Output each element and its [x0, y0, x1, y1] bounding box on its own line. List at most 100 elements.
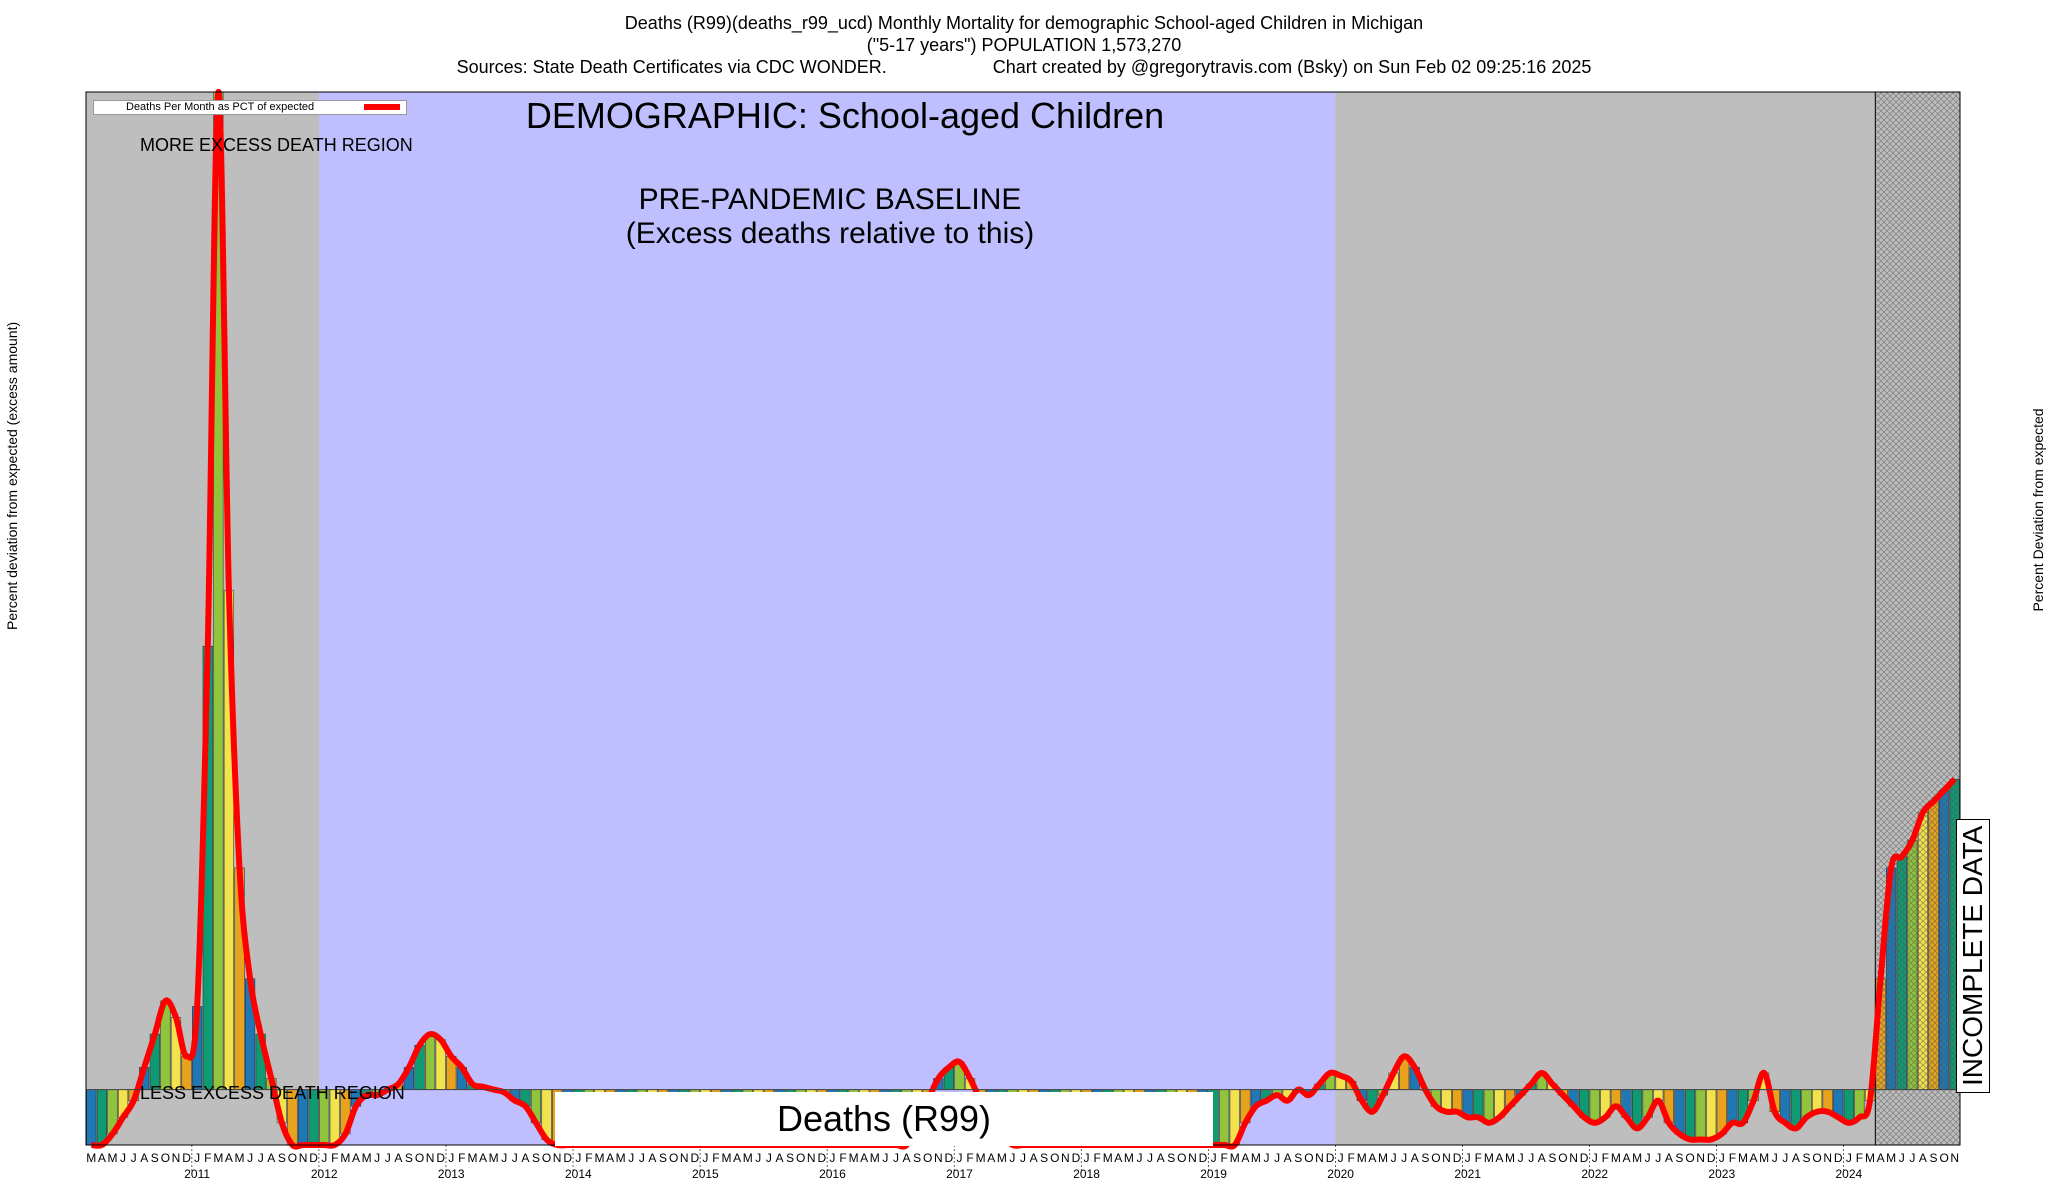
- x-tick-month: D: [1199, 1151, 1208, 1165]
- x-tick-year: 2021: [1454, 1167, 1481, 1181]
- x-tick-month: A: [521, 1151, 529, 1165]
- x-tick-month: M: [86, 1151, 96, 1165]
- incomplete-region: [1874, 91, 1961, 1146]
- x-tick-month: J: [1274, 1151, 1280, 1165]
- x-tick-month: J: [893, 1151, 899, 1165]
- x-tick-month: J: [1528, 1151, 1534, 1165]
- x-tick-month: F: [1220, 1151, 1227, 1165]
- x-tick-month: J: [1655, 1151, 1661, 1165]
- x-tick-month: N: [680, 1151, 689, 1165]
- x-tick-month: J: [1645, 1151, 1651, 1165]
- x-tick-year: 2017: [946, 1167, 973, 1181]
- x-tick-month: S: [1421, 1151, 1429, 1165]
- x-tick-month: N: [1696, 1151, 1705, 1165]
- x-tick-month: J: [1338, 1151, 1344, 1165]
- x-tick-month: D: [1072, 1151, 1081, 1165]
- x-tick-month: F: [331, 1151, 338, 1165]
- x-tick-month: M: [340, 1151, 350, 1165]
- x-tick-month: J: [1719, 1151, 1725, 1165]
- x-tick-month: J: [1009, 1151, 1015, 1165]
- x-tick-month: S: [1040, 1151, 1048, 1165]
- data-bar: [1843, 1089, 1854, 1124]
- x-tick-month: M: [722, 1151, 732, 1165]
- x-tick-month: N: [1442, 1151, 1451, 1165]
- x-tick-month: M: [1865, 1151, 1875, 1165]
- x-tick-month: O: [1558, 1151, 1567, 1165]
- x-tick-month: A: [352, 1151, 360, 1165]
- x-tick-month: D: [436, 1151, 445, 1165]
- x-tick-month: S: [1548, 1151, 1556, 1165]
- x-tick-month: S: [278, 1151, 286, 1165]
- x-tick-month: J: [1147, 1151, 1153, 1165]
- x-tick-month: J: [956, 1151, 962, 1165]
- x-tick-month: D: [818, 1151, 827, 1165]
- x-tick-month: A: [1241, 1151, 1249, 1165]
- y-axis-left-label: Percent deviation from expected (excess …: [4, 321, 20, 630]
- x-tick-year: 2014: [565, 1167, 592, 1181]
- x-tick-month: F: [1602, 1151, 1609, 1165]
- x-tick-month: M: [213, 1151, 223, 1165]
- x-tick-month: A: [1411, 1151, 1419, 1165]
- data-bar: [1727, 1089, 1738, 1124]
- x-tick-month: M: [1103, 1151, 1113, 1165]
- x-tick-month: J: [882, 1151, 888, 1165]
- x-tick-month: J: [374, 1151, 380, 1165]
- x-tick-month: J: [258, 1151, 264, 1165]
- incomplete-data-label: INCOMPLETE DATA: [1956, 818, 1990, 1093]
- x-tick-month: A: [1114, 1151, 1122, 1165]
- x-tick-month: A: [860, 1151, 868, 1165]
- x-tick-month: J: [194, 1151, 200, 1165]
- x-tick-month: M: [849, 1151, 859, 1165]
- demographic-annotation: DEMOGRAPHIC: School-aged Children: [525, 95, 1165, 136]
- x-tick-month: F: [966, 1151, 973, 1165]
- x-tick-month: A: [1157, 1151, 1165, 1165]
- x-tick-month: J: [512, 1151, 518, 1165]
- x-tick-month: J: [120, 1151, 126, 1165]
- sources-text: Sources: State Death Certificates via CD…: [456, 57, 887, 77]
- x-tick-month: F: [1729, 1151, 1736, 1165]
- x-tick-month: S: [1167, 1151, 1175, 1165]
- x-tick-month: N: [1569, 1151, 1578, 1165]
- x-tick-month: D: [1453, 1151, 1462, 1165]
- x-tick-month: A: [140, 1151, 148, 1165]
- x-tick-month: M: [1611, 1151, 1621, 1165]
- x-tick-month: J: [247, 1151, 253, 1165]
- x-tick-month: N: [1950, 1151, 1959, 1165]
- x-tick-month: S: [532, 1151, 540, 1165]
- x-tick-month: F: [585, 1151, 592, 1165]
- x-tick-month: S: [151, 1151, 159, 1165]
- x-tick-month: M: [467, 1151, 477, 1165]
- x-tick-year: 2024: [1835, 1167, 1862, 1181]
- data-bar: [1483, 1089, 1494, 1124]
- x-tick-month: S: [1802, 1151, 1810, 1165]
- x-tick-month: F: [204, 1151, 211, 1165]
- data-bar: [1451, 1089, 1463, 1113]
- x-tick-year: 2023: [1708, 1167, 1735, 1181]
- x-tick-month: J: [628, 1151, 634, 1165]
- x-tick-month: M: [362, 1151, 372, 1165]
- x-tick-month: O: [1685, 1151, 1694, 1165]
- x-tick-month: F: [1348, 1151, 1355, 1165]
- x-tick-month: F: [1475, 1151, 1482, 1165]
- data-bar: [86, 1089, 97, 1146]
- x-tick-month: A: [1919, 1151, 1927, 1165]
- x-tick-month: A: [1368, 1151, 1376, 1165]
- x-tick-month: N: [426, 1151, 435, 1165]
- x-tick-month: F: [1856, 1151, 1863, 1165]
- x-tick-month: O: [669, 1151, 678, 1165]
- x-tick-month: A: [1538, 1151, 1546, 1165]
- x-tick-month: F: [839, 1151, 846, 1165]
- x-tick-month: F: [458, 1151, 465, 1165]
- x-tick-month: A: [1284, 1151, 1292, 1165]
- x-tick-month: M: [489, 1151, 499, 1165]
- x-tick-month: O: [1431, 1151, 1440, 1165]
- x-tick-month: A: [775, 1151, 783, 1165]
- x-tick-month: O: [415, 1151, 424, 1165]
- x-tick-month: S: [1675, 1151, 1683, 1165]
- chart-title: Deaths (R99)(deaths_r99_ucd) Monthly Mor…: [624, 13, 1424, 33]
- x-tick-month: J: [501, 1151, 507, 1165]
- x-tick-month: M: [1357, 1151, 1367, 1165]
- x-tick-month: J: [1136, 1151, 1142, 1165]
- x-tick-month: M: [1230, 1151, 1240, 1165]
- data-bar: [1706, 1089, 1717, 1140]
